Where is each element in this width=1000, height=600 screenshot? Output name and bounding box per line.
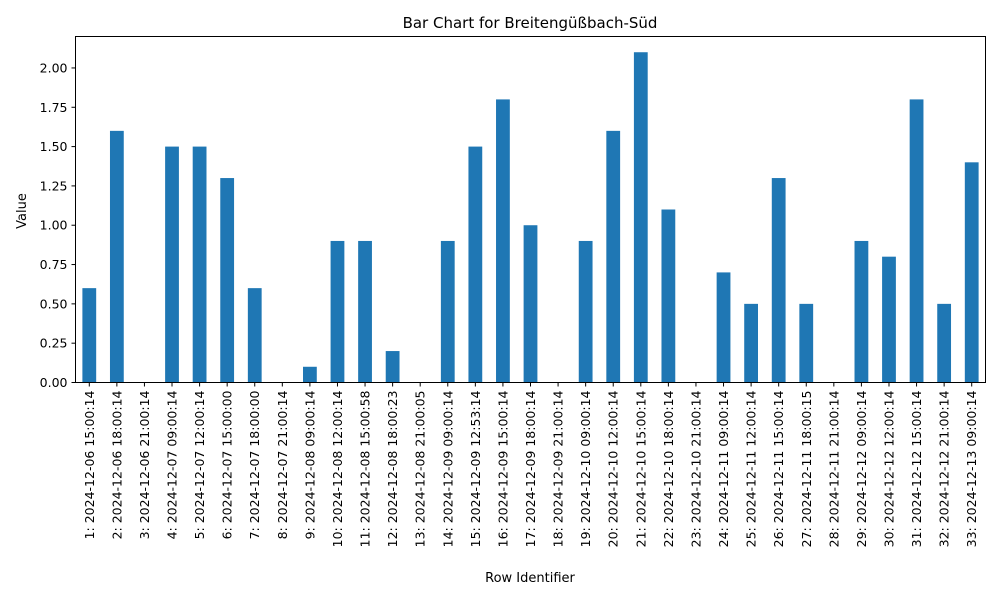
x-tick-label: 10: 2024-12-08 12:00:14	[330, 390, 345, 547]
x-tick-label: 32: 2024-12-12 21:00:14	[937, 390, 952, 547]
x-tick-label: 24: 2024-12-11 09:00:14	[716, 390, 731, 547]
x-tick-label: 11: 2024-12-08 15:00:58	[358, 390, 373, 547]
x-tick-label: 26: 2024-12-11 15:00:14	[771, 390, 786, 547]
x-tick-label: 2: 2024-12-06 18:00:14	[109, 390, 124, 539]
bar	[661, 209, 676, 383]
x-tick-label: 5: 2024-12-07 12:00:14	[192, 390, 207, 539]
bar	[440, 240, 455, 383]
x-tick-label: 9: 2024-12-08 09:00:14	[302, 390, 317, 539]
x-tick-label: 12: 2024-12-08 18:00:23	[385, 391, 400, 548]
x-tick-label: 23: 2024-12-10 21:00:14	[688, 390, 703, 547]
x-tick-label: 19: 2024-12-10 09:00:14	[578, 390, 593, 547]
y-tick-label: 2.00	[40, 60, 68, 75]
y-axis-label: Value	[15, 193, 30, 229]
bar	[937, 303, 952, 383]
bar	[192, 146, 207, 383]
bar	[578, 240, 593, 383]
bar	[771, 178, 786, 383]
x-tick-label: 29: 2024-12-12 09:00:14	[854, 390, 869, 547]
bars-group	[82, 52, 979, 383]
bar	[716, 272, 731, 383]
x-tick-label: 22: 2024-12-10 18:00:14	[661, 390, 676, 547]
y-tick-label: 1.25	[40, 178, 68, 193]
x-tick-label: 27: 2024-12-11 18:00:15	[799, 391, 814, 548]
bar	[247, 288, 262, 383]
x-tick-label: 17: 2024-12-09 18:00:14	[523, 390, 538, 547]
bar	[523, 225, 538, 383]
y-tick-label: 0.25	[40, 336, 68, 351]
y-tick-label: 0.50	[40, 296, 68, 311]
x-tick-label: 28: 2024-12-11 21:00:14	[826, 390, 841, 547]
x-tick-label: 8: 2024-12-07 21:00:14	[275, 390, 290, 539]
bar	[468, 146, 483, 383]
bar	[385, 351, 400, 383]
y-tick-label: 1.00	[40, 218, 68, 233]
bar	[165, 146, 179, 383]
bar	[633, 52, 648, 383]
x-axis-ticks: 1: 2024-12-06 15:00:14 2: 2024-12-06 18:0…	[82, 382, 979, 548]
bar	[882, 256, 896, 383]
x-tick-label: 20: 2024-12-10 12:00:14	[606, 390, 621, 547]
x-tick-label: 25: 2024-12-11 12:00:14	[744, 390, 759, 547]
x-axis-label: Row Identifier	[485, 571, 575, 586]
bar	[964, 162, 979, 383]
x-tick-label: 1: 2024-12-06 15:00:14	[82, 390, 97, 539]
x-tick-label: 21: 2024-12-10 15:00:14	[633, 390, 648, 547]
y-axis-ticks: 0.00 0.25 0.50 0.75 1.00 1.25 1.50 1.75 2.00	[40, 60, 76, 390]
x-tick-label: 4: 2024-12-07 09:00:14	[165, 390, 180, 539]
y-tick-label: 0.00	[40, 375, 68, 390]
y-tick-label: 0.75	[40, 257, 68, 272]
bar	[220, 178, 235, 383]
x-tick-label: 3: 2024-12-06 21:00:14	[137, 390, 152, 539]
bar	[909, 99, 924, 383]
x-tick-label: 16: 2024-12-09 15:00:14	[495, 390, 510, 547]
x-tick-label: 7: 2024-12-07 18:00:00	[247, 390, 262, 539]
x-tick-label: 15: 2024-12-09 12:53:14	[468, 390, 483, 547]
y-tick-label: 1.75	[40, 100, 68, 115]
bar	[606, 130, 621, 383]
plot-frame	[75, 36, 986, 383]
bar	[303, 366, 317, 383]
x-tick-label: 33: 2024-12-13 09:00:14	[964, 390, 979, 547]
bar	[744, 303, 758, 383]
bar	[799, 303, 814, 383]
bar	[109, 130, 124, 383]
x-tick-label: 31: 2024-12-12 15:00:14	[909, 390, 924, 547]
x-tick-label: 14: 2024-12-09 09:00:14	[440, 390, 455, 547]
x-tick-label: 13: 2024-12-08 21:00:05	[413, 391, 428, 548]
x-tick-label: 18: 2024-12-09 21:00:14	[551, 390, 566, 547]
bar	[330, 240, 345, 383]
bar	[854, 240, 869, 383]
x-tick-label: 6: 2024-12-07 15:00:00	[220, 390, 235, 539]
y-tick-label: 1.50	[40, 139, 68, 154]
bar	[496, 99, 510, 383]
x-tick-label: 30: 2024-12-12 12:00:14	[881, 390, 896, 547]
chart-title: Bar Chart for Breitengüßbach-Süd	[403, 14, 658, 32]
bar	[358, 240, 372, 383]
bar	[82, 288, 97, 383]
